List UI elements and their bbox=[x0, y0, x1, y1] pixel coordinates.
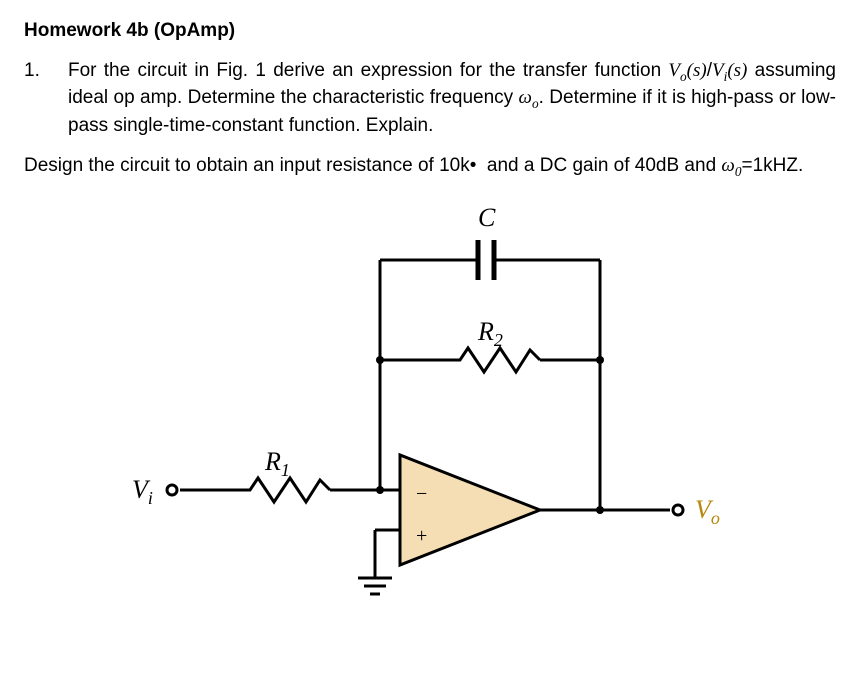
design-spec: Design the circuit to obtain an input re… bbox=[24, 153, 836, 181]
question-number: 1. bbox=[24, 58, 68, 139]
terminal-input bbox=[167, 485, 177, 495]
label-vi: Vi bbox=[132, 475, 153, 508]
circuit-diagram: − + Vo Vi R1 R2 C bbox=[24, 190, 836, 630]
label-c: C bbox=[478, 203, 496, 232]
resistor-r1 bbox=[240, 478, 330, 502]
label-r2: R2 bbox=[477, 317, 503, 350]
question-body: For the circuit in Fig. 1 derive an expr… bbox=[68, 58, 836, 139]
label-r1: R1 bbox=[264, 447, 290, 480]
label-vo: Vo bbox=[695, 495, 720, 528]
page-title: Homework 4b (OpAmp) bbox=[24, 18, 836, 44]
question-1: 1. For the circuit in Fig. 1 derive an e… bbox=[24, 58, 836, 139]
opamp-minus: − bbox=[416, 483, 427, 505]
resistor-r2 bbox=[450, 348, 540, 372]
opamp-body bbox=[400, 455, 540, 565]
opamp-plus: + bbox=[416, 525, 427, 547]
terminal-output bbox=[673, 505, 683, 515]
